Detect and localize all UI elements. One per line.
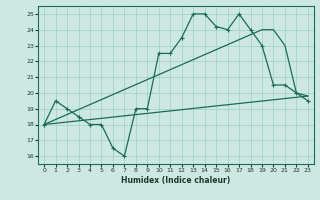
X-axis label: Humidex (Indice chaleur): Humidex (Indice chaleur) xyxy=(121,176,231,185)
